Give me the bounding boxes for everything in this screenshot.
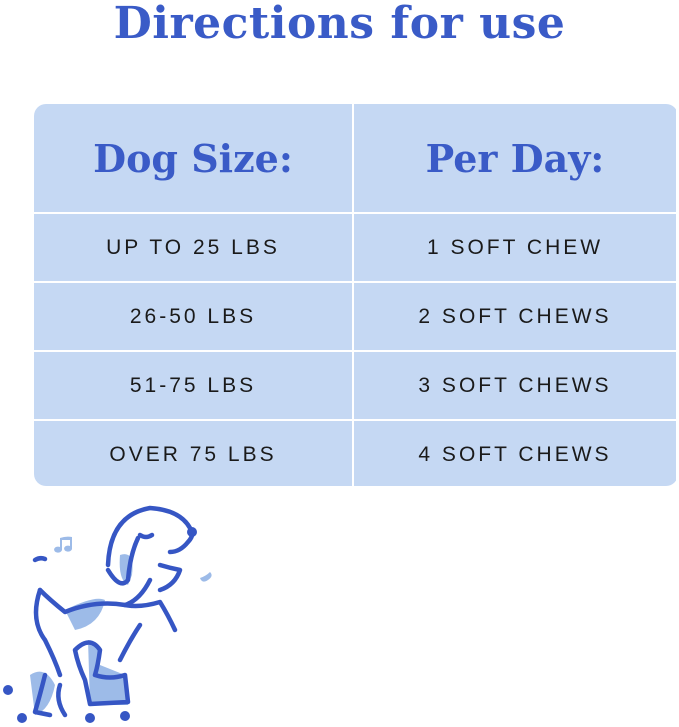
dosage-table: Dog Size: Per Day: UP TO 25 LBS 1 SOFT C… bbox=[34, 104, 678, 486]
table-cell: 2 SOFT CHEWS bbox=[354, 283, 676, 350]
table-cell: 26-50 LBS bbox=[34, 283, 352, 350]
table-cell: UP TO 25 LBS bbox=[34, 214, 352, 281]
table-cell: 4 SOFT CHEWS bbox=[354, 421, 676, 486]
header-per-day: Per Day: bbox=[354, 104, 676, 212]
table-cell: 51-75 LBS bbox=[34, 352, 352, 419]
dancing-dog-icon bbox=[3, 505, 212, 723]
table-cell: 3 SOFT CHEWS bbox=[354, 352, 676, 419]
page-title: Directions for use bbox=[113, 0, 566, 49]
table-cell: 1 SOFT CHEW bbox=[354, 214, 676, 281]
table-cell: OVER 75 LBS bbox=[34, 421, 352, 486]
header-dog-size: Dog Size: bbox=[34, 104, 352, 212]
